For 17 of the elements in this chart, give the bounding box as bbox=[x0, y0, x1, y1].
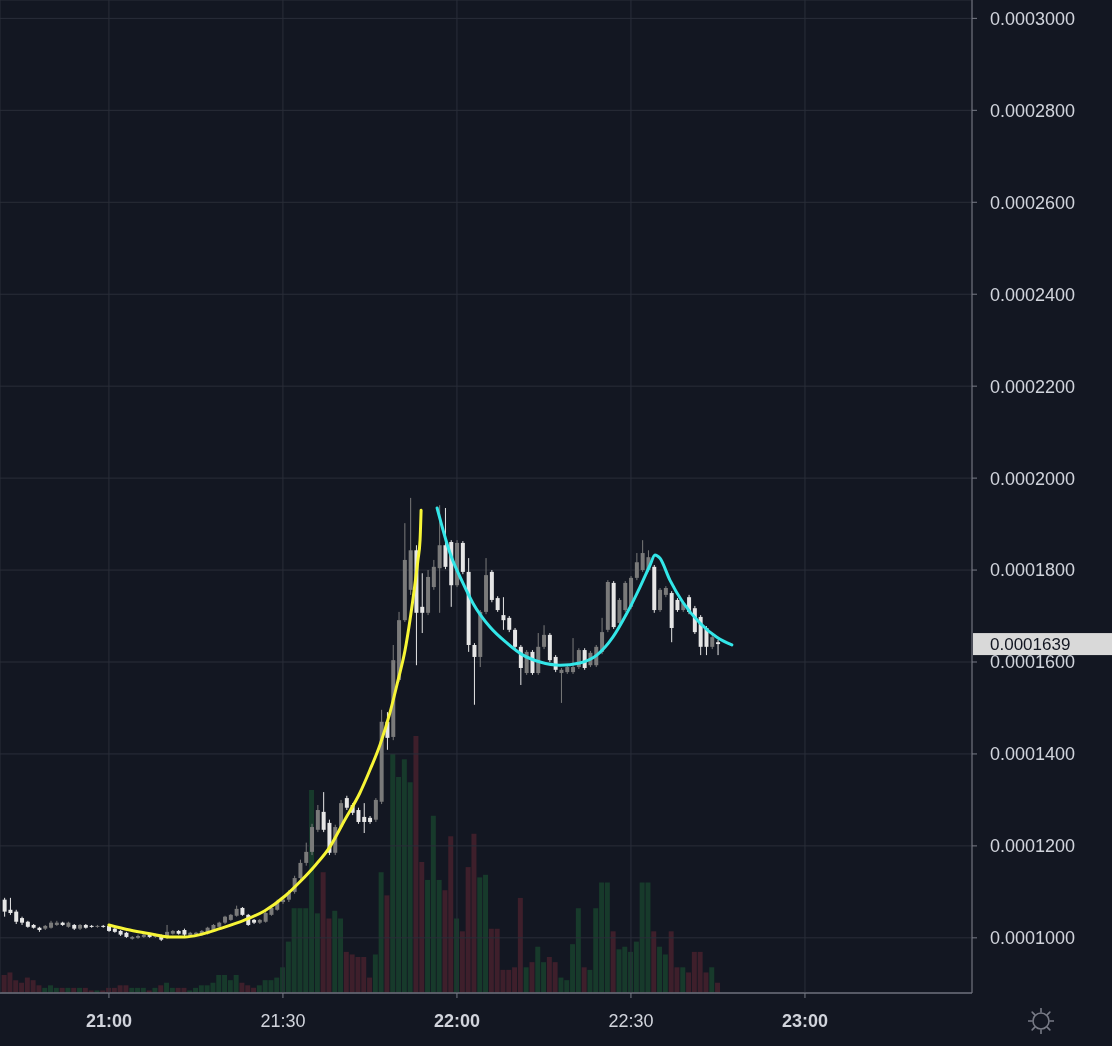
x-tick-label: 22:00 bbox=[433, 1010, 480, 1031]
x-tick-label: 21:00 bbox=[85, 1010, 132, 1031]
x-tick-label: 23:00 bbox=[781, 1010, 828, 1031]
y-tick-label: 0.0001800 bbox=[990, 560, 1076, 581]
y-tick-label: 0.0002600 bbox=[990, 192, 1076, 213]
y-tick-label: 0.0002800 bbox=[990, 100, 1076, 121]
x-tick-label: 22:30 bbox=[608, 1010, 654, 1031]
text: 0.0001639 bbox=[990, 635, 1071, 655]
y-tick-label: 0.0001600 bbox=[990, 652, 1076, 673]
y-tick-label: 0.0001000 bbox=[990, 928, 1076, 949]
x-tick-label: 21:30 bbox=[260, 1010, 306, 1031]
y-tick-label: 0.0002000 bbox=[990, 468, 1076, 489]
y-tick-label: 0.0002400 bbox=[990, 284, 1076, 305]
y-tick-label: 0.0003000 bbox=[990, 8, 1076, 29]
y-tick-label: 0.0002200 bbox=[990, 376, 1076, 397]
y-tick-label: 0.0001200 bbox=[990, 836, 1076, 857]
y-tick-label: 0.0001400 bbox=[990, 744, 1076, 765]
